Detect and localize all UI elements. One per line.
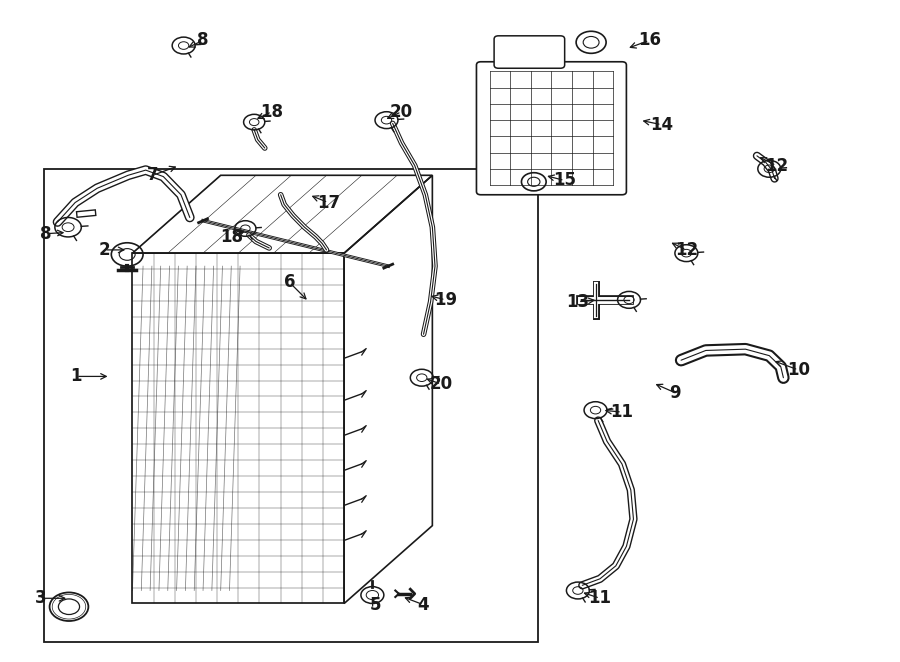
Text: 10: 10 [787, 361, 810, 379]
Circle shape [50, 592, 88, 621]
Text: 8: 8 [197, 31, 209, 50]
Text: 4: 4 [418, 596, 429, 614]
FancyBboxPatch shape [476, 62, 626, 195]
Text: 11: 11 [589, 589, 611, 607]
Text: 2: 2 [98, 241, 110, 259]
Text: 14: 14 [650, 116, 673, 134]
Text: 12: 12 [675, 241, 698, 259]
Text: 15: 15 [554, 171, 576, 189]
Text: 17: 17 [317, 193, 340, 212]
Text: 13: 13 [566, 293, 590, 310]
Text: 3: 3 [35, 589, 47, 607]
Circle shape [361, 587, 383, 604]
Text: 20: 20 [390, 103, 413, 120]
Text: 18: 18 [220, 228, 243, 246]
Text: 19: 19 [434, 291, 457, 309]
Bar [132, 253, 344, 604]
Text: 7: 7 [147, 166, 158, 184]
Text: 1: 1 [70, 367, 82, 385]
Text: 5: 5 [369, 596, 381, 614]
Text: 11: 11 [610, 403, 634, 421]
Text: 9: 9 [669, 384, 680, 402]
Circle shape [576, 31, 606, 54]
Text: 16: 16 [638, 31, 661, 50]
Text: 20: 20 [429, 375, 453, 393]
Text: 12: 12 [765, 157, 788, 175]
Text: 6: 6 [284, 273, 295, 291]
Bar [44, 169, 538, 642]
Text: 8: 8 [40, 224, 52, 243]
Text: 18: 18 [260, 103, 284, 120]
FancyBboxPatch shape [494, 36, 564, 68]
